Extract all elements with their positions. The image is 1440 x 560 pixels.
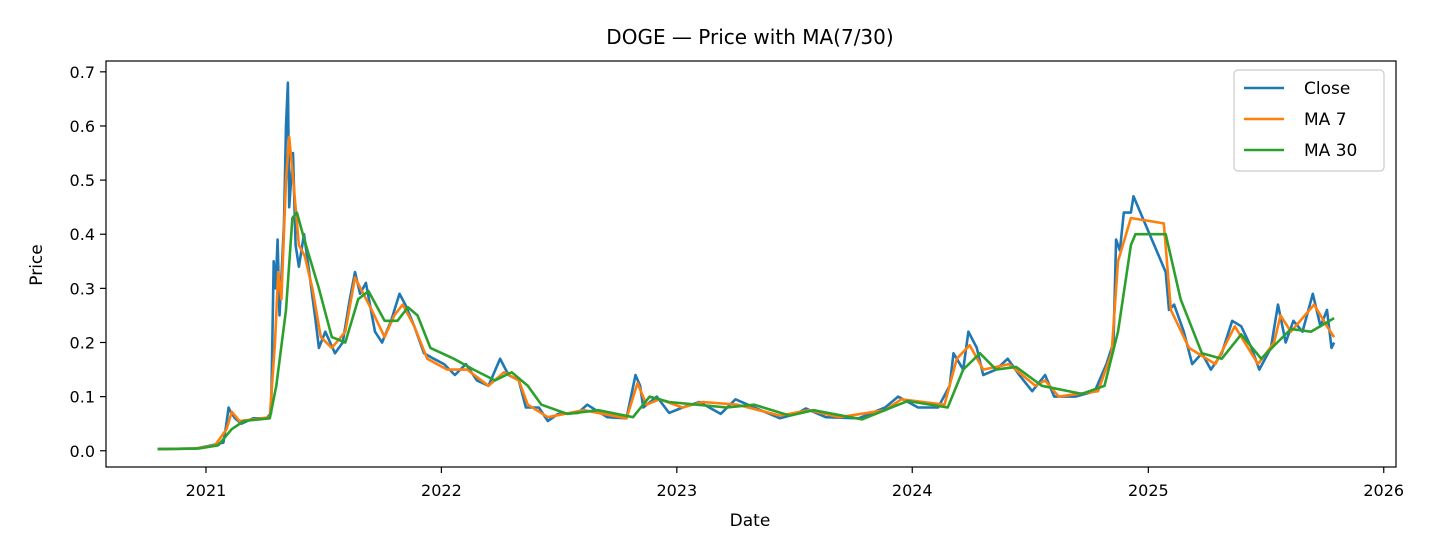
y-tick-label: 0.0 <box>70 442 95 461</box>
series-line-close <box>157 81 1336 451</box>
y-axis-label: Price <box>27 244 47 285</box>
plot-lines <box>157 81 1336 451</box>
y-tick-label: 0.6 <box>70 117 95 136</box>
y-tick-label: 0.7 <box>70 63 95 82</box>
chart-title: DOGE — Price with MA(7/30) <box>606 25 893 49</box>
y-tick-label: 0.3 <box>70 279 95 298</box>
x-axis-label: Date <box>730 511 771 531</box>
y-axis: 0.0 0.1 0.2 0.3 0.4 0.5 0.6 0.7 <box>70 63 106 461</box>
x-tick-label: 2021 <box>186 481 227 500</box>
x-tick-label: 2026 <box>1363 481 1404 500</box>
legend-label: MA 7 <box>1304 110 1347 130</box>
x-tick-label: 2022 <box>421 481 462 500</box>
plot-frame <box>105 60 1397 468</box>
y-tick-label: 0.4 <box>70 225 95 244</box>
x-tick-label: 2023 <box>656 481 697 500</box>
y-tick-label: 0.2 <box>70 333 95 352</box>
series-line-ma-30 <box>157 211 1335 451</box>
x-tick-label: 2024 <box>892 481 933 500</box>
legend: Close MA 7 MA 30 <box>1233 69 1385 172</box>
legend-label: MA 30 <box>1304 141 1357 161</box>
x-axis: 2021 2022 2023 2024 2025 2026 <box>186 467 1404 500</box>
legend-box <box>1233 69 1385 172</box>
legend-label: Close <box>1304 79 1350 99</box>
series-line-ma-7 <box>157 135 1336 451</box>
y-tick-label: 0.1 <box>70 388 95 407</box>
y-tick-label: 0.5 <box>70 171 95 190</box>
x-tick-label: 2025 <box>1128 481 1169 500</box>
